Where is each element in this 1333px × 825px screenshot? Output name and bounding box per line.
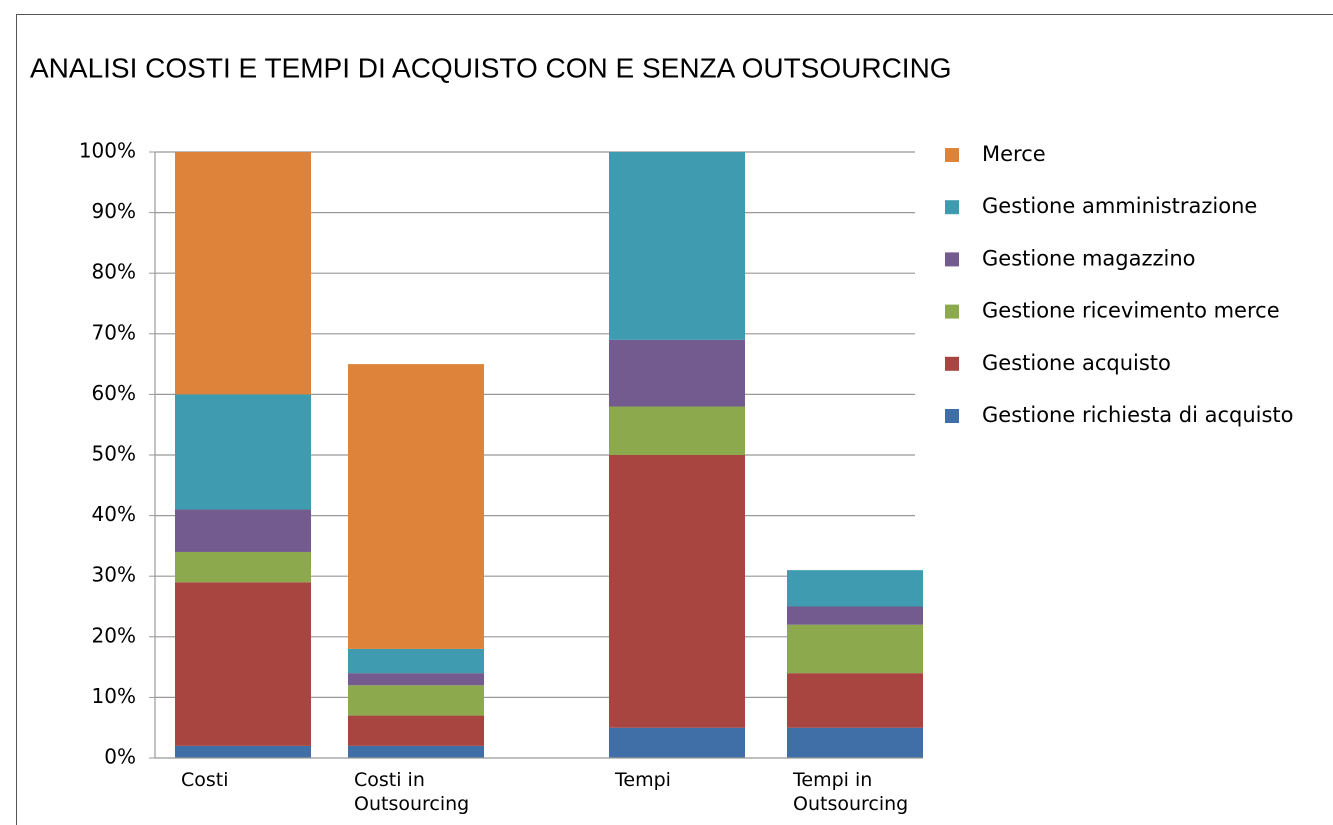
bar-segment: [348, 715, 484, 746]
legend-swatch: [945, 200, 959, 215]
bar-segment: [787, 673, 923, 728]
bar-segment: [609, 455, 745, 728]
bar-segment: [787, 606, 923, 625]
legend-swatch: [945, 356, 959, 371]
bar-segment: [787, 727, 923, 758]
bar-segment: [175, 551, 311, 583]
y-tick-label: 60%: [92, 381, 136, 405]
legend-swatch: [945, 304, 959, 319]
legend-label: Gestione ricevimento merce: [982, 299, 1280, 323]
y-tick-label: 90%: [92, 199, 136, 223]
y-tick-label: 10%: [92, 684, 136, 708]
y-tick-label: 40%: [92, 502, 136, 526]
x-tick-label: Tempi: [615, 769, 671, 791]
x-tick-label: Costi: [181, 769, 229, 791]
bar-segment: [175, 745, 311, 758]
bar-segment: [348, 685, 484, 716]
y-tick-label: 80%: [92, 260, 136, 284]
bar-segment: [348, 648, 484, 674]
y-tick-label: 50%: [92, 442, 136, 466]
bar-segment: [609, 406, 745, 455]
bar-segment: [787, 624, 923, 674]
legend-label: Merce: [982, 142, 1046, 166]
bar-segment: [609, 727, 745, 758]
y-tick-label: 20%: [92, 623, 136, 647]
bar-segment: [175, 152, 311, 395]
bar-segment: [348, 673, 484, 686]
bar-segment: [175, 394, 311, 510]
legend-swatch: [945, 148, 959, 162]
legend-label: Gestione magazzino: [982, 246, 1196, 270]
bar-segment: [348, 745, 484, 758]
legend-swatch: [945, 252, 959, 267]
legend-label: Gestione amministrazione: [982, 194, 1257, 218]
frame: [16, 14, 1333, 825]
bar-segment: [175, 582, 311, 746]
x-tick-label: Tempi in Outsourcing: [793, 769, 909, 815]
bar-segment: [609, 152, 745, 340]
legend-swatch: [945, 409, 959, 423]
y-tick-label: 0%: [104, 745, 136, 769]
bar-segment: [175, 509, 311, 552]
y-tick-label: 100%: [79, 139, 136, 163]
y-tick-label: 30%: [92, 563, 136, 587]
bar-segment: [787, 570, 923, 607]
x-tick-label: Costi in Outsourcing: [354, 769, 470, 815]
y-tick-label: 70%: [92, 320, 136, 344]
bar-segment: [348, 364, 484, 649]
chart-title: ANALISI COSTI E TEMPI DI ACQUISTO CON E …: [30, 52, 952, 83]
bar-segment: [609, 339, 745, 407]
legend-label: Gestione richiesta di acquisto: [982, 403, 1294, 427]
legend-label: Gestione acquisto: [982, 351, 1171, 375]
